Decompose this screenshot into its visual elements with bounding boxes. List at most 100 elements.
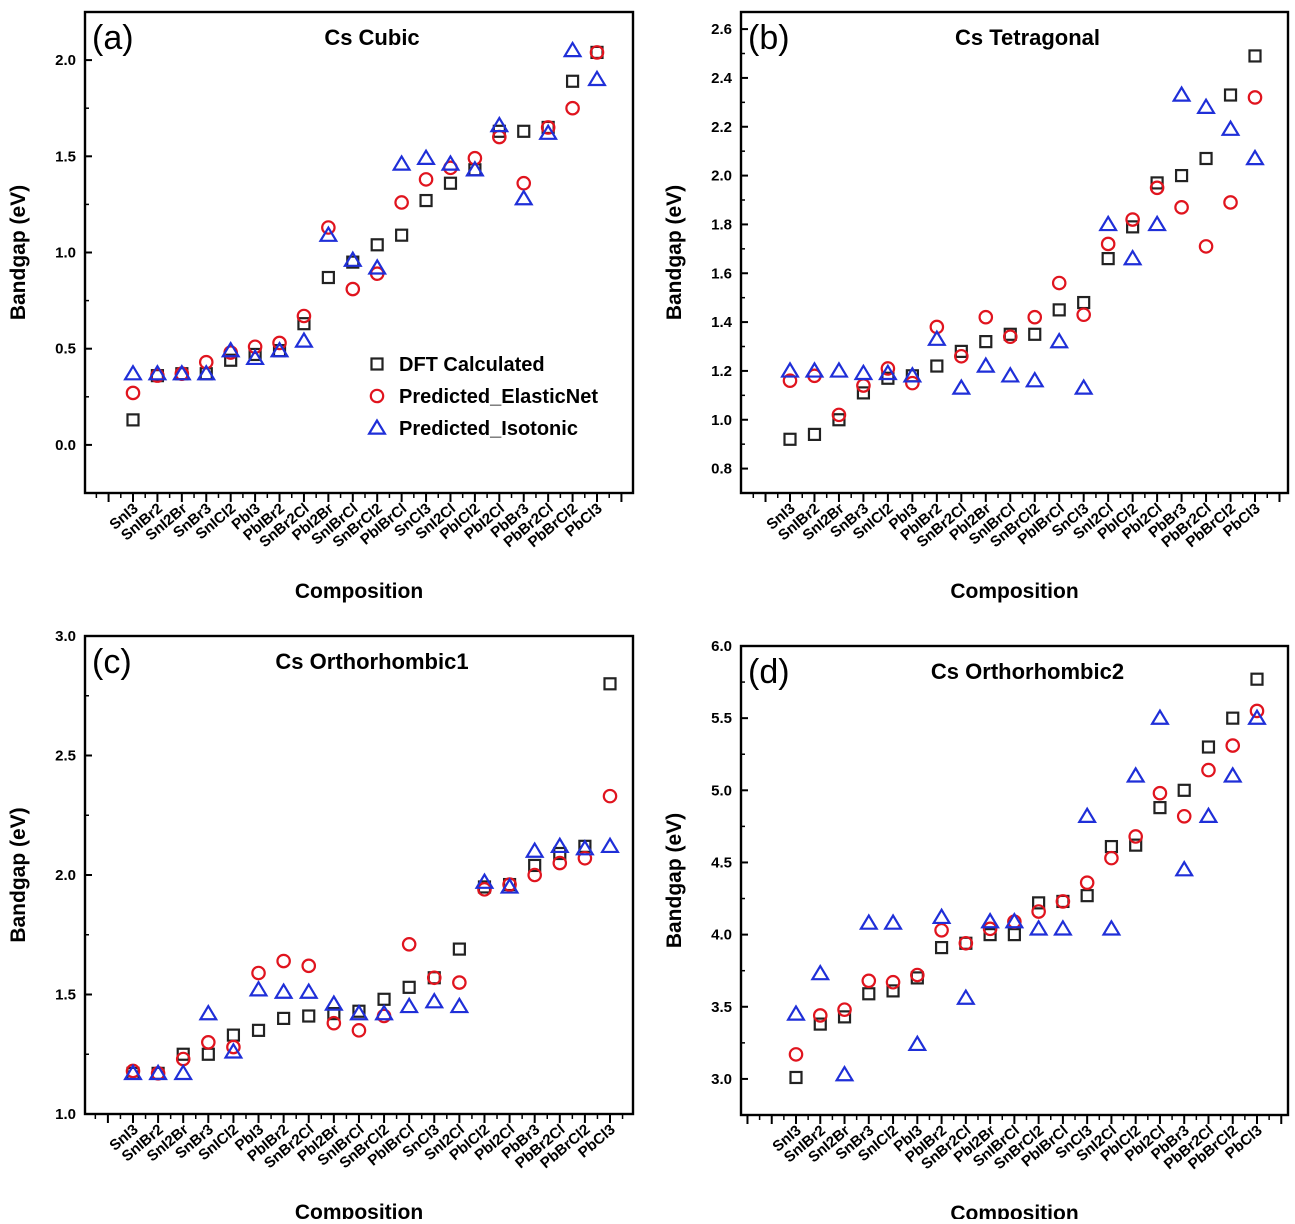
data-point-triangle [804, 361, 825, 378]
data-point-triangle [1024, 371, 1045, 388]
data-point-triangle [324, 994, 344, 1011]
data-point-triangle [374, 1003, 394, 1021]
data-point-circle [565, 100, 580, 116]
data-point-square [302, 1009, 316, 1023]
y-tick-label: 2.5 [55, 748, 76, 765]
data-point-square [979, 335, 993, 349]
data-point-square [126, 413, 140, 427]
data-point-square [1077, 295, 1091, 310]
data-point-triangle [1247, 708, 1267, 725]
data-point-square [297, 317, 311, 331]
x-axis-title: Composition [950, 1202, 1078, 1219]
data-point-triangle [123, 1063, 143, 1081]
plot-frame [739, 644, 1290, 1117]
legend-label: Predicted_Isotonic [399, 418, 578, 440]
data-point-triangle [1150, 708, 1170, 725]
y-axis-title: Bandgap (eV) [7, 807, 30, 942]
data-point-triangle [220, 340, 241, 358]
data-point-triangle [449, 996, 470, 1014]
data-point-circle [1249, 703, 1265, 719]
data-point-square [224, 353, 238, 367]
y-axis-title: Bandgap (eV) [663, 185, 686, 320]
data-point-square [862, 987, 876, 1001]
data-point-triangle [148, 1063, 168, 1081]
data-point-triangle [416, 148, 436, 165]
data-point-square [1028, 327, 1042, 341]
data-point-square [1174, 168, 1189, 183]
data-point-circle [321, 220, 336, 235]
data-point-square [1177, 783, 1191, 797]
y-tick-label: 3.0 [55, 628, 76, 645]
data-point-triangle [829, 361, 849, 378]
data-point-circle [788, 1047, 804, 1062]
data-point-triangle [980, 911, 1000, 929]
data-point-square [603, 677, 617, 691]
data-point-square [1101, 252, 1115, 266]
data-point-circle [1076, 307, 1091, 323]
data-point-circle [426, 970, 442, 986]
y-tick-label: 2.4 [711, 70, 733, 87]
data-point-square [419, 193, 433, 208]
data-point-square [1104, 839, 1119, 854]
data-point-circle [958, 935, 974, 951]
data-point-triangle [424, 992, 445, 1009]
y-axis-title: Bandgap (eV) [663, 813, 686, 948]
data-point-square [1126, 220, 1140, 234]
data-point-circle [452, 975, 467, 990]
data-point-triangle [1098, 214, 1118, 232]
data-point-circle [1128, 829, 1143, 844]
data-point-square [1007, 928, 1021, 942]
data-point-triangle [951, 378, 972, 395]
data-point-square [251, 1023, 266, 1037]
data-point-circle [1176, 808, 1192, 824]
y-tick-label: 1.0 [55, 245, 76, 262]
y-tick-label: 1.6 [711, 265, 732, 282]
data-point-triangle [575, 839, 595, 856]
data-point-triangle [975, 356, 996, 373]
data-point-triangle [780, 361, 800, 378]
data-point-circle [1152, 785, 1168, 801]
data-point-triangle [956, 988, 976, 1005]
data-point-circle [856, 378, 871, 393]
data-point-triangle [172, 364, 192, 381]
data-point-triangle [198, 1003, 219, 1021]
data-point-triangle [786, 1004, 806, 1021]
data-point-circle [226, 1039, 241, 1055]
data-point-triangle [147, 364, 168, 381]
data-point-square [528, 858, 542, 873]
data-point-triangle [123, 364, 143, 381]
data-point-square [983, 928, 997, 942]
data-point-triangle [173, 1063, 194, 1081]
data-point-circle [905, 375, 920, 391]
data-point-triangle [399, 996, 419, 1014]
y-tick-label: 1.0 [55, 1106, 76, 1123]
data-point-circle [552, 855, 568, 871]
data-point-square [452, 942, 466, 956]
data-point-triangle [587, 69, 607, 87]
data-point-square [377, 992, 391, 1006]
data-point-triangle [931, 907, 952, 925]
data-point-square [201, 1047, 215, 1061]
data-point-triangle [907, 1034, 928, 1052]
data-point-triangle [524, 841, 545, 858]
data-point-circle [272, 335, 287, 351]
data-point-triangle [367, 258, 388, 275]
data-point-triangle [1222, 766, 1243, 783]
x-axis-title: Composition [950, 580, 1078, 603]
data-point-triangle [248, 980, 269, 997]
data-point-triangle [196, 364, 217, 381]
data-point-circle [1027, 309, 1043, 325]
data-point-triangle [1125, 766, 1146, 783]
chart-panel-3: 1.01.52.02.53.0SnI3SnIBr2SnI2BrSnBr3SnIC… [7, 628, 635, 1224]
y-tick-label: 1.5 [55, 987, 76, 1004]
y-axis-title: Bandgap (eV) [7, 185, 30, 320]
data-point-circle [1055, 894, 1071, 909]
data-point-square [1080, 889, 1094, 903]
data-point-triangle [1028, 919, 1049, 936]
data-point-circle [1104, 850, 1119, 866]
data-point-triangle [1073, 378, 1094, 395]
data-point-square [443, 176, 458, 190]
legend-marker-square [370, 357, 384, 371]
